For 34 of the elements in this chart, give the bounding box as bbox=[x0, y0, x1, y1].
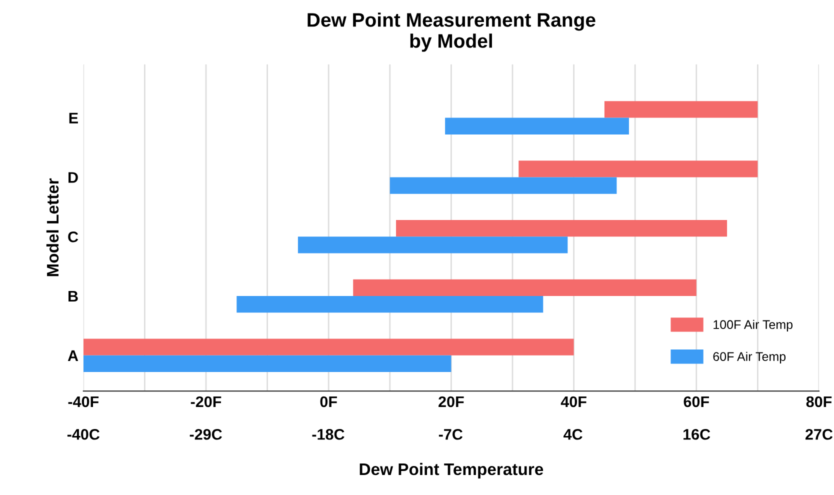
x2-tick-label: -29C bbox=[190, 428, 222, 440]
y-tick-label: B bbox=[68, 291, 78, 302]
x2-tick-label: 16C bbox=[684, 428, 710, 440]
x-tick-label: 80F bbox=[806, 396, 832, 408]
x-tick-label: 40F bbox=[560, 396, 586, 408]
bar bbox=[353, 279, 696, 296]
bar bbox=[604, 101, 758, 118]
bar bbox=[445, 118, 629, 134]
y-axis-title: Model Letter bbox=[46, 178, 59, 276]
x2-tick-label: 27C bbox=[806, 428, 833, 440]
chart-title: Dew Point Measurement Range by Model bbox=[308, 12, 596, 52]
x2-tick-label: -7C bbox=[438, 428, 463, 440]
y-tick-label: C bbox=[68, 231, 78, 242]
x2-tick-label: 4C bbox=[564, 428, 582, 440]
x-tick-label: -20F bbox=[190, 396, 222, 408]
x-tick-label: 20F bbox=[438, 396, 464, 408]
bar bbox=[396, 220, 728, 237]
bar bbox=[236, 296, 544, 313]
bar bbox=[83, 338, 574, 356]
x-tick-label: 60F bbox=[684, 396, 709, 408]
legend-label: 100F Air Temp bbox=[714, 320, 793, 332]
y-tick-label: A bbox=[68, 350, 78, 361]
bar bbox=[390, 177, 617, 194]
y-tick-label: E bbox=[69, 112, 78, 124]
bar bbox=[83, 355, 452, 372]
y-tick-label: D bbox=[68, 172, 78, 183]
legend-label: 60F Air Temp bbox=[713, 352, 786, 364]
bar bbox=[298, 236, 568, 254]
x2-tick-label: -18C bbox=[312, 428, 344, 440]
x-tick-label: 0F bbox=[320, 396, 337, 408]
bar bbox=[518, 160, 758, 178]
x-axis-title: Dew Point Temperature bbox=[360, 462, 544, 478]
x2-tick-label: -40C bbox=[67, 428, 100, 440]
x-tick-label: -40F bbox=[68, 396, 99, 408]
